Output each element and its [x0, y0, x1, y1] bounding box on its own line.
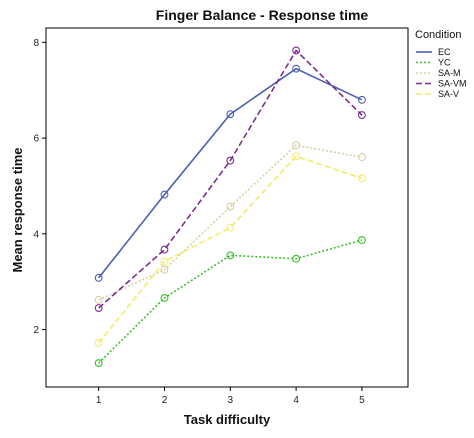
data-point [226, 202, 235, 211]
data-point [292, 152, 301, 161]
x-axis-label: Task difficulty [184, 412, 271, 427]
series-sa-v [94, 152, 366, 347]
data-point [160, 245, 169, 254]
x-tick-label: 5 [359, 395, 365, 406]
x-tick-label: 3 [228, 395, 234, 406]
data-point [94, 339, 103, 347]
data-point [357, 174, 366, 183]
legend-title: Condition [415, 29, 461, 41]
legend-label: YC [438, 58, 451, 68]
series-line [98, 144, 363, 301]
series-line [98, 239, 363, 364]
data-point [226, 251, 235, 260]
series-ec [94, 64, 366, 282]
legend-label: SA-M [438, 68, 461, 78]
x-axis: 1 2 3 4 5 [96, 387, 365, 406]
data-point [160, 294, 169, 302]
data-point [357, 95, 366, 104]
y-axis-label: Mean response time [10, 148, 25, 273]
data-point [357, 111, 366, 120]
data-point [160, 257, 169, 266]
data-point [94, 359, 103, 368]
plot-area [45, 27, 409, 388]
x-tick-label: 1 [96, 395, 102, 406]
x-tick-label: 4 [293, 395, 299, 406]
series-yc [94, 236, 366, 368]
data-point [94, 295, 103, 304]
series-line [98, 155, 363, 344]
data-point [292, 64, 301, 73]
data-point [292, 141, 301, 150]
legend-label: EC [438, 47, 451, 57]
data-point [160, 190, 169, 199]
x-tick-label: 2 [162, 395, 168, 406]
data-point [357, 153, 366, 162]
series-line [98, 67, 363, 279]
data-point [94, 273, 103, 282]
series-sa-m [94, 141, 366, 304]
series-line [98, 49, 363, 309]
data-point [292, 46, 301, 55]
data-point [226, 223, 235, 232]
data-point [226, 110, 235, 119]
data-point [94, 304, 103, 312]
data-point [357, 236, 366, 244]
series-sa-vm [94, 46, 366, 312]
y-tick-label: 8 [33, 38, 39, 49]
y-tick-label: 2 [33, 325, 39, 336]
data-point [226, 156, 235, 165]
data-point [160, 265, 169, 274]
data-point [292, 254, 301, 263]
series-layer [94, 46, 366, 368]
chart-title: Finger Balance - Response time [156, 7, 369, 23]
legend-label: SA-VM [438, 79, 467, 89]
y-tick-label: 4 [33, 229, 39, 240]
legend-label: SA-V [438, 89, 459, 99]
y-tick-label: 6 [33, 134, 39, 145]
y-axis: 2 4 6 8 [33, 38, 46, 336]
